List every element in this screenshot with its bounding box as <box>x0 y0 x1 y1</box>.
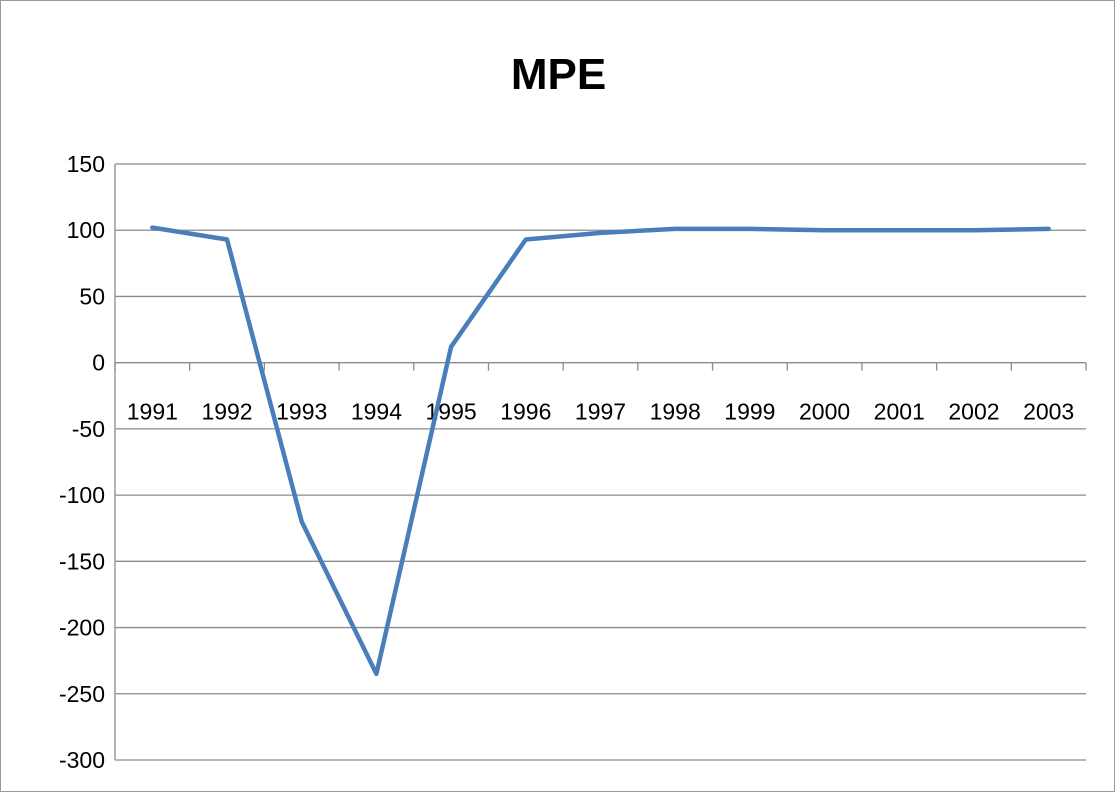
chart-title: MPE <box>510 50 607 99</box>
y-tick-label: 0 <box>92 350 105 376</box>
x-tick-label: 1994 <box>351 399 402 425</box>
y-tick-label: -200 <box>59 615 105 641</box>
y-tick-label: 100 <box>67 217 105 243</box>
x-tick-label: 2000 <box>799 399 850 425</box>
y-tick-label: -250 <box>59 681 105 707</box>
y-tick-label: -50 <box>72 416 105 442</box>
gridlines <box>115 163 1086 761</box>
y-tick-label: -100 <box>59 482 105 508</box>
axes <box>114 164 1087 760</box>
x-tick-label: 1996 <box>500 399 551 425</box>
x-tick-label: 1999 <box>724 399 775 425</box>
y-tick-labels: 150 100 50 0 -50 -100 -150 -200 -250 -300 <box>59 151 105 773</box>
series-line <box>150 225 1051 677</box>
x-tick-label: 1998 <box>650 399 701 425</box>
x-tick-label: 1993 <box>276 399 327 425</box>
x-tick-label: 2002 <box>948 399 999 425</box>
x-tick-label: 1991 <box>127 399 178 425</box>
y-tick-label: -150 <box>59 548 105 574</box>
x-tick-label: 2001 <box>874 399 925 425</box>
x-tick-label: 1992 <box>201 399 252 425</box>
y-tick-label: 50 <box>79 283 105 309</box>
x-tick-label: 2003 <box>1023 399 1074 425</box>
x-tick-label: 1997 <box>575 399 626 425</box>
y-tick-label: -300 <box>59 747 105 773</box>
y-tick-label: 150 <box>67 151 105 177</box>
series-group <box>150 225 1051 677</box>
